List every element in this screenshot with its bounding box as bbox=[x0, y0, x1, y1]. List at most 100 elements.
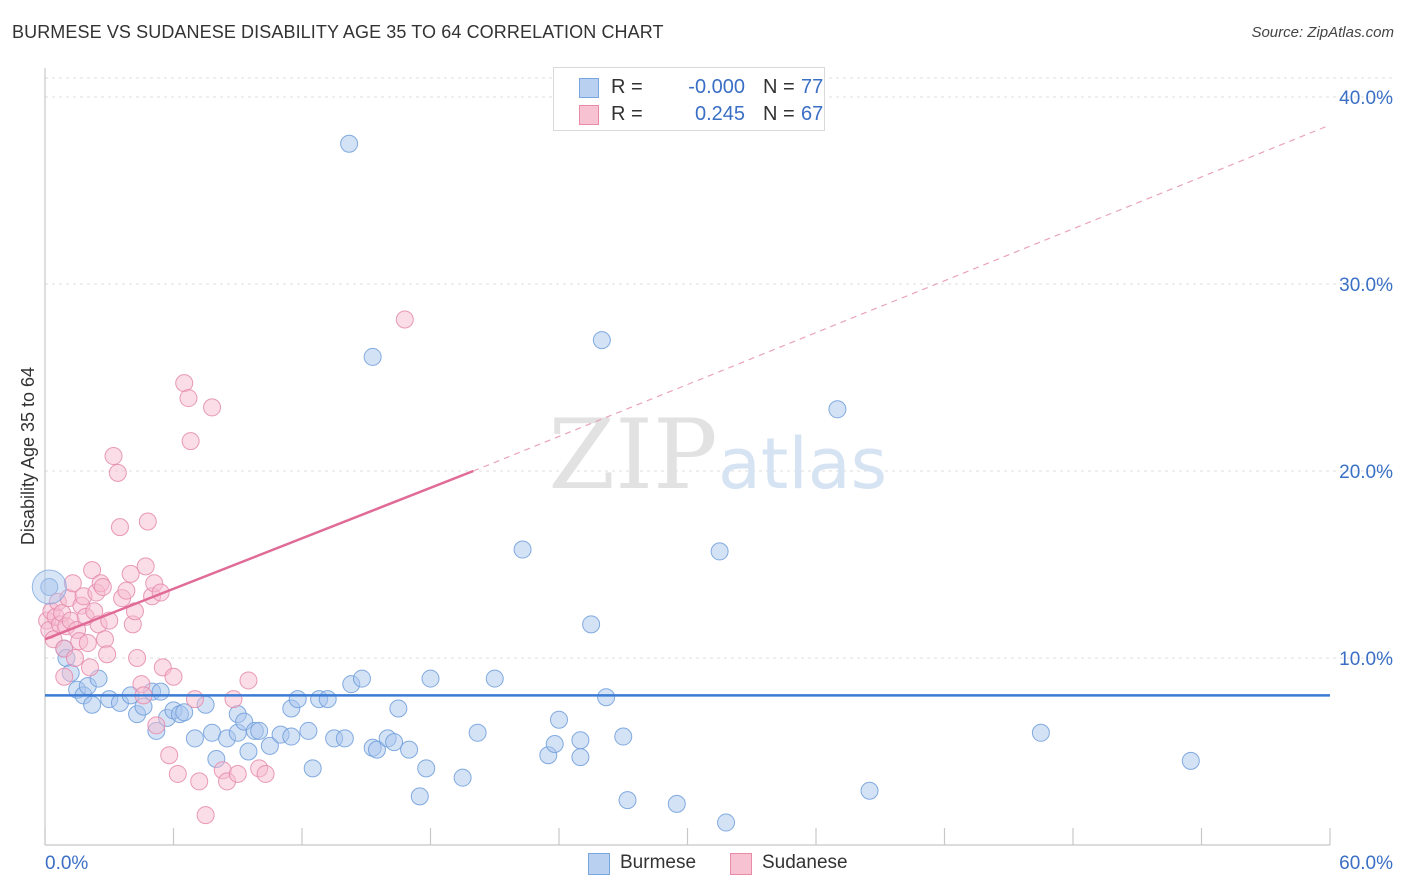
burmese-point bbox=[860, 781, 879, 800]
n-label: N = bbox=[763, 76, 795, 98]
burmese-point bbox=[40, 577, 59, 596]
sudanese-point bbox=[93, 577, 112, 596]
sudanese-point bbox=[117, 581, 136, 600]
burmese-point bbox=[175, 703, 194, 722]
sudanese-swatch bbox=[579, 105, 599, 125]
sudanese-trend-line bbox=[44, 469, 474, 641]
burmese-point bbox=[363, 347, 382, 366]
sudanese-point bbox=[190, 772, 209, 791]
r-label: R = bbox=[611, 103, 643, 125]
burmese-point bbox=[389, 699, 408, 718]
burmese-point bbox=[545, 735, 564, 754]
burmese-point bbox=[260, 736, 279, 755]
chart-source: Source: ZipAtlas.com bbox=[1251, 24, 1394, 41]
burmese-point bbox=[468, 723, 487, 742]
x-tick-label: 60.0% bbox=[1339, 853, 1393, 874]
sudanese-point bbox=[164, 667, 183, 686]
chart-title: BURMESE VS SUDANESE DISABILITY AGE 35 TO… bbox=[12, 22, 664, 42]
burmese-point bbox=[410, 787, 429, 806]
burmese-point bbox=[288, 690, 307, 709]
burmese-point bbox=[340, 134, 359, 153]
burmese-point bbox=[400, 740, 419, 759]
sudanese-point bbox=[80, 658, 99, 677]
sudanese-point bbox=[136, 557, 155, 576]
sudanese-point bbox=[224, 690, 243, 709]
burmese-point bbox=[717, 813, 736, 832]
burmese-point bbox=[239, 742, 258, 761]
watermark-atlas: atlas bbox=[718, 423, 887, 505]
sudanese-trend-extension bbox=[473, 124, 1331, 472]
sudanese-point bbox=[185, 690, 204, 709]
r-value: -0.000 bbox=[688, 76, 745, 98]
sudanese-point bbox=[256, 764, 275, 783]
burmese-point bbox=[299, 721, 318, 740]
grid-layer bbox=[45, 77, 1392, 659]
burmese-point bbox=[710, 542, 729, 561]
sudanese-point bbox=[395, 310, 414, 329]
burmese-point bbox=[250, 721, 269, 740]
burmese-point bbox=[303, 759, 322, 778]
sudanese-point bbox=[65, 649, 84, 667]
n-value: 77 bbox=[801, 76, 824, 98]
n-label: N = bbox=[763, 103, 795, 125]
sudanese-point bbox=[196, 806, 215, 825]
axis-layer bbox=[44, 68, 1331, 846]
watermark: ZIP atlas bbox=[548, 399, 887, 511]
burmese-point bbox=[597, 688, 616, 707]
burmese-point bbox=[1031, 723, 1050, 742]
burmese-point bbox=[83, 695, 102, 714]
sudanese-point bbox=[138, 512, 157, 531]
sudanese-point bbox=[104, 447, 123, 466]
burmese-point-large bbox=[31, 569, 67, 605]
burmese-point bbox=[282, 727, 301, 746]
burmese-point bbox=[571, 748, 590, 767]
sudanese-point bbox=[95, 630, 114, 649]
burmese-legend-swatch bbox=[588, 853, 610, 875]
sudanese-point bbox=[160, 746, 179, 765]
n-value: 67 bbox=[801, 103, 824, 125]
watermark-zip: ZIP bbox=[548, 399, 717, 511]
y-tick-label: 10.0% bbox=[1339, 649, 1393, 670]
sudanese-point bbox=[55, 667, 74, 686]
burmese-swatch bbox=[579, 78, 599, 98]
x-tick-label: 0.0% bbox=[45, 853, 88, 874]
burmese-point bbox=[571, 731, 590, 750]
sudanese-legend-swatch bbox=[730, 853, 752, 875]
stats-box: R = -0.000 N = 77 R = 0.245 N = 67 bbox=[553, 67, 825, 131]
y-axis-label: Disability Age 35 to 64 bbox=[18, 367, 38, 545]
burmese-point bbox=[592, 331, 611, 350]
burmese-point bbox=[421, 669, 440, 688]
sudanese-point bbox=[175, 374, 194, 393]
sudanese-point bbox=[239, 671, 258, 690]
r-value: 0.245 bbox=[689, 103, 745, 125]
burmese-point bbox=[513, 540, 532, 559]
y-tick-label: 40.0% bbox=[1339, 88, 1393, 109]
sudanese-point bbox=[63, 574, 82, 593]
burmese-point bbox=[550, 710, 568, 729]
burmese-point bbox=[385, 733, 404, 752]
sudanese-point bbox=[228, 764, 247, 783]
y-tick-label: 30.0% bbox=[1339, 275, 1393, 296]
burmese-point bbox=[151, 682, 170, 701]
sudanese-point bbox=[181, 432, 200, 451]
r-label: R = bbox=[611, 76, 643, 98]
sudanese-point bbox=[179, 389, 198, 408]
sudanese-point bbox=[203, 398, 222, 417]
burmese-point bbox=[667, 794, 686, 813]
legend-label: Burmese bbox=[620, 852, 697, 873]
legend-label: Sudanese bbox=[762, 852, 848, 873]
sudanese-point bbox=[121, 564, 140, 583]
sudanese-point bbox=[98, 645, 117, 664]
burmese-point bbox=[417, 759, 436, 778]
burmese-point bbox=[352, 669, 371, 688]
sudanese-point bbox=[168, 764, 187, 783]
burmese-point bbox=[614, 727, 633, 746]
burmese-point bbox=[453, 768, 472, 787]
burmese-point bbox=[203, 723, 222, 742]
label-layer: Disability Age 35 to 64 10.0% 20.0% 30.0% 4… bbox=[18, 88, 1393, 874]
sudanese-point bbox=[110, 518, 129, 537]
burmese-point bbox=[618, 791, 637, 810]
burmese-point bbox=[367, 740, 386, 759]
trend-layer bbox=[44, 124, 1331, 697]
